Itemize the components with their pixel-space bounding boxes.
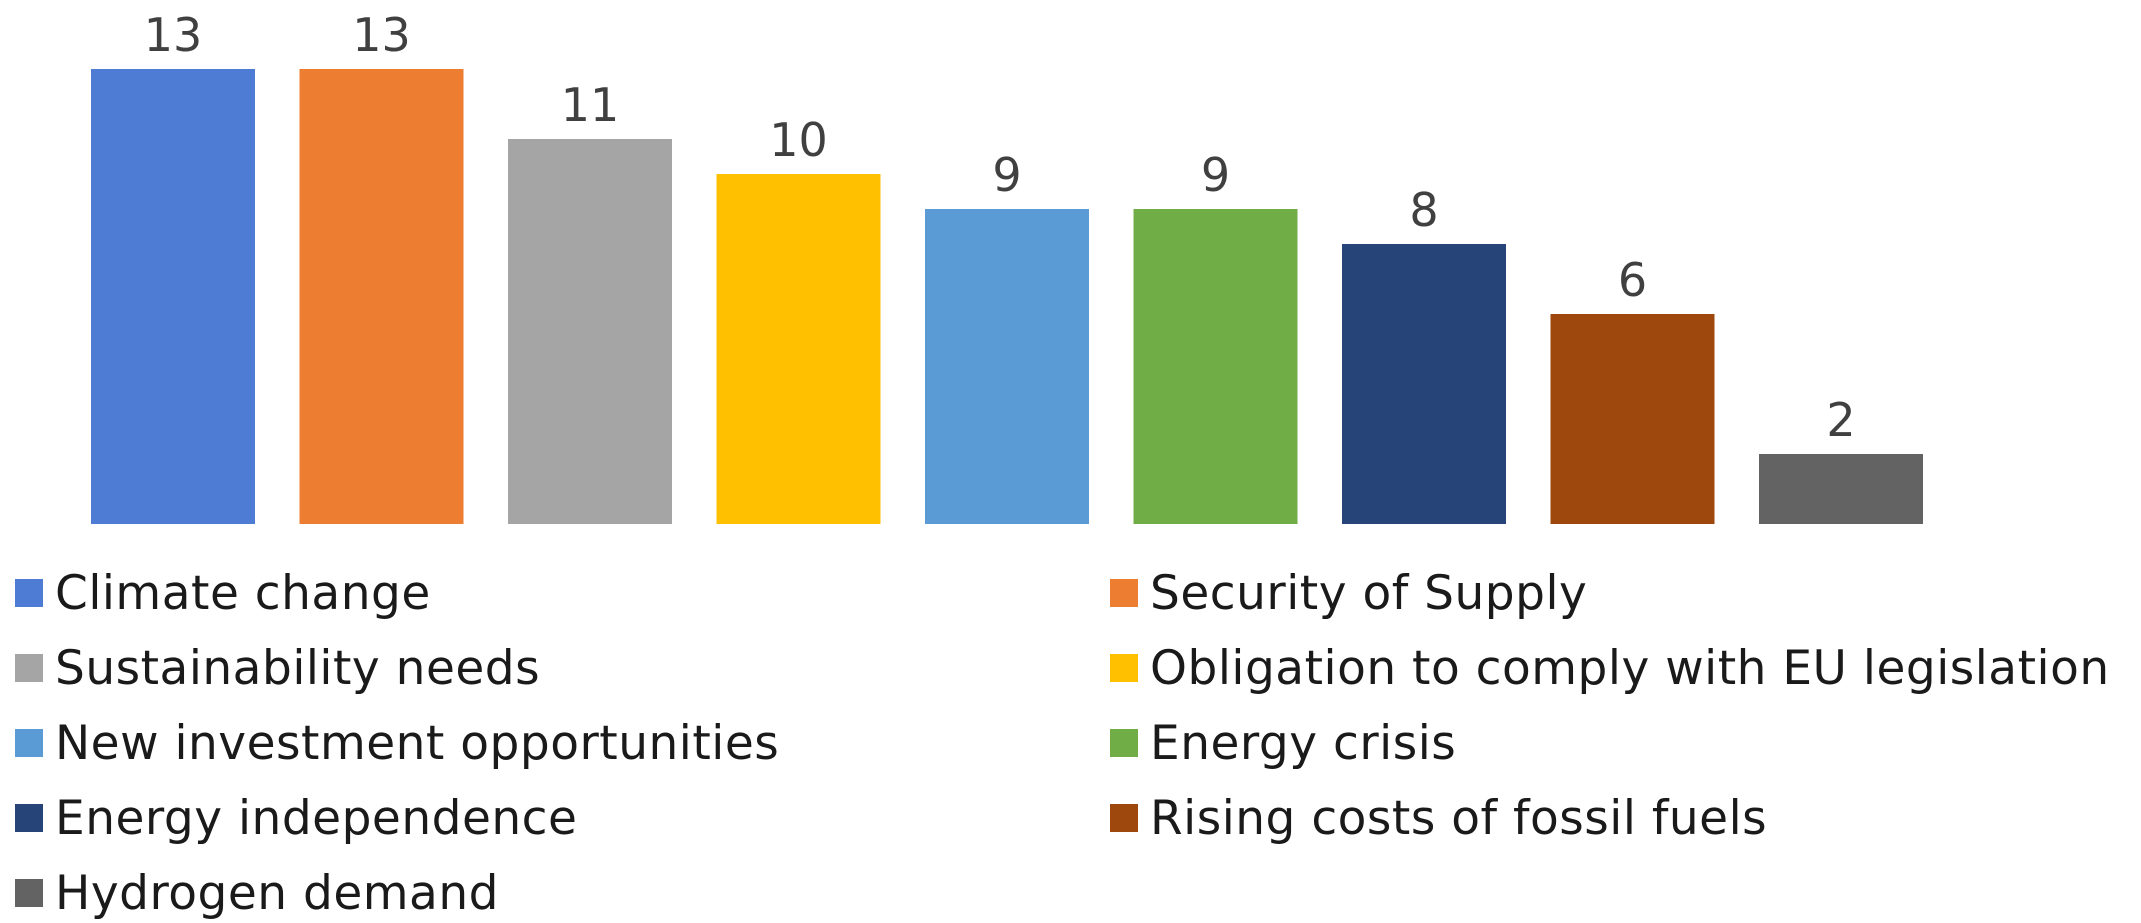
legend-label: Hydrogen demand xyxy=(55,865,499,921)
legend-label: Rising costs of fossil fuels xyxy=(1150,790,1768,846)
data-label: 10 xyxy=(769,113,828,167)
data-label: 13 xyxy=(144,8,203,62)
legend-item: Rising costs of fossil fuels xyxy=(1110,788,1767,848)
legend-swatch xyxy=(15,579,43,607)
bar-obligation-to-comply-with-eu-legislation xyxy=(716,174,881,524)
data-label: 6 xyxy=(1618,253,1647,307)
bar-sustainability-needs xyxy=(508,139,672,524)
legend-label: Energy independence xyxy=(55,790,578,846)
legend-swatch xyxy=(15,879,43,907)
data-label: 2 xyxy=(1826,393,1855,447)
legend-item: New investment opportunities xyxy=(15,713,779,773)
data-label: 11 xyxy=(561,78,620,132)
bar-energy-independence xyxy=(1342,244,1506,524)
data-label: 9 xyxy=(992,148,1021,202)
legend-swatch xyxy=(1110,804,1138,832)
bar-chart: 13 13 11 10 9 9 8 6 2 xyxy=(91,8,1923,524)
legend-swatch xyxy=(1110,729,1138,757)
legend-item: Energy independence xyxy=(15,788,577,848)
legend-item: Climate change xyxy=(15,563,431,623)
legend-label: Security of Supply xyxy=(1150,565,1588,621)
bar-new-investment-opportunities xyxy=(925,209,1089,524)
legend-item: Security of Supply xyxy=(1110,563,1587,623)
legend-label: Energy crisis xyxy=(1150,715,1457,771)
legend-swatch xyxy=(1110,579,1138,607)
legend-label: Sustainability needs xyxy=(55,640,541,696)
legend-item: Energy crisis xyxy=(1110,713,1456,773)
legend-item: Sustainability needs xyxy=(15,638,540,698)
legend-swatch xyxy=(15,804,43,832)
bar-energy-crisis xyxy=(1133,209,1298,524)
legend-swatch xyxy=(15,654,43,682)
legend-item: Hydrogen demand xyxy=(15,863,499,923)
bar-security-of-supply xyxy=(299,69,464,524)
data-label: 9 xyxy=(1201,148,1230,202)
legend-swatch xyxy=(1110,654,1138,682)
data-label: 8 xyxy=(1409,183,1438,237)
bar-rising-costs-of-fossil-fuels xyxy=(1550,314,1715,524)
bar-climate-change xyxy=(91,69,255,524)
legend-swatch xyxy=(15,729,43,757)
legend-item: Obligation to comply with EU legislation xyxy=(1110,638,2110,698)
bar-hydrogen-demand xyxy=(1759,454,1923,524)
legend-label: Climate change xyxy=(55,565,431,621)
legend-label: Obligation to comply with EU legislation xyxy=(1150,640,2110,696)
legend-label: New investment opportunities xyxy=(55,715,780,771)
data-label: 13 xyxy=(352,8,411,62)
